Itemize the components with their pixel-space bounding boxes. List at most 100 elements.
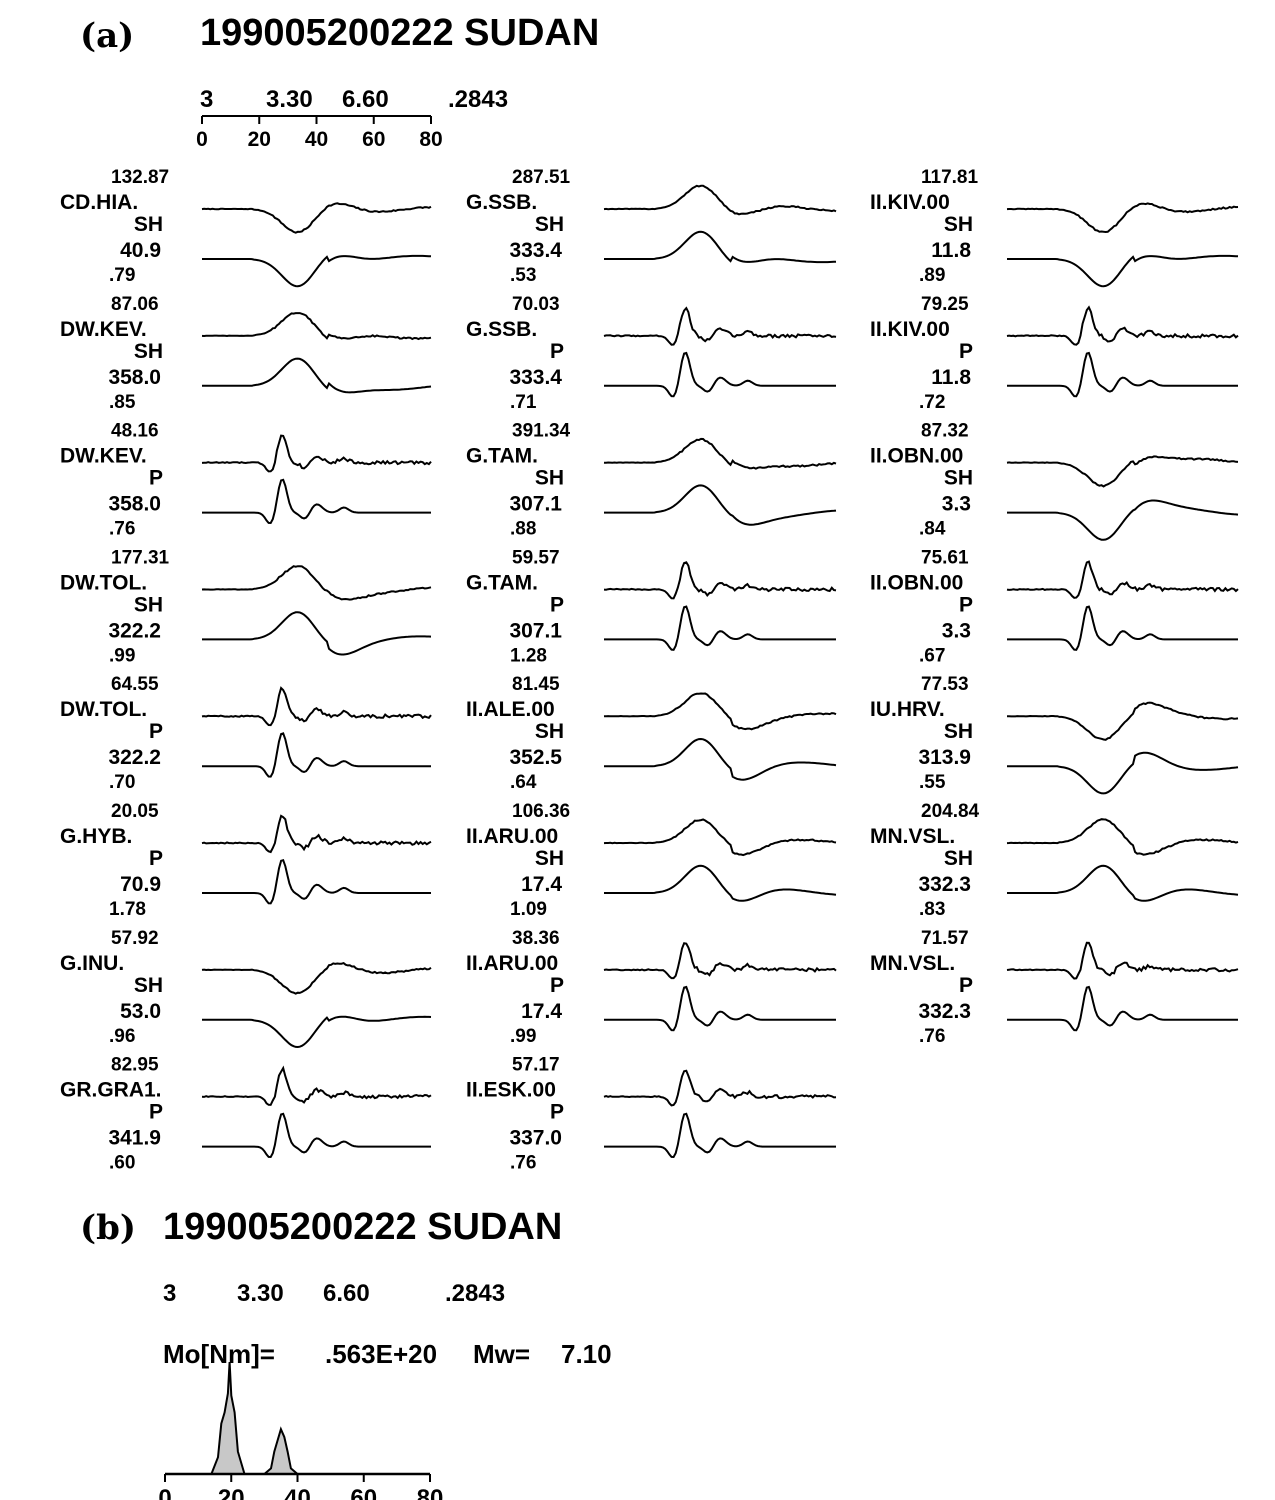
observed-waveform [1006,818,1239,856]
azimuth-label: 341.9 [108,1127,161,1150]
amplitude-label: 70.03 [512,294,560,315]
station-label: II.ARU.00 [466,825,558,848]
phase-label: SH [944,847,973,870]
azimuth-label: 70.9 [120,873,161,896]
stf-tick-label: 0 [158,1485,171,1500]
station-record: 59.57 G.TAM. P 307.1 1.28 [466,547,837,666]
phase-label: SH [535,467,564,490]
azimuth-label: 307.1 [509,619,562,642]
azimuth-label: 313.9 [918,746,971,769]
amplitude-label: 64.55 [111,674,159,695]
panel-a-label: (a) [80,16,135,56]
ratio-label: .83 [919,899,945,920]
synthetic-waveform [202,611,432,656]
observed-waveform [201,1065,432,1106]
phase-label: SH [535,847,564,870]
observed-waveform [1006,941,1239,980]
azimuth-label: 40.9 [120,239,161,262]
synthetic-waveform [1007,254,1239,288]
station-record: 79.25 II.KIV.00 P 11.8 .72 [870,294,1239,413]
synthetic-waveform [202,732,431,778]
amplitude-label: 20.05 [111,801,159,822]
ratio-label: .88 [510,519,536,540]
synthetic-waveform [202,858,431,905]
ratio-label: 1.78 [109,899,146,920]
time-scale-a: 0 20 40 60 80 [196,115,443,151]
ratio-label: .55 [919,772,946,793]
observed-waveform [1006,560,1239,599]
phase-label: P [149,847,163,870]
station-label: II.ALE.00 [466,698,555,721]
station-label: II.ARU.00 [466,952,558,975]
azimuth-label: 322.2 [108,746,161,769]
station-label: II.KIV.00 [870,191,950,214]
observed-waveform [1006,202,1239,234]
amplitude-label: 87.06 [111,294,159,315]
amplitude-label: 59.57 [512,547,560,568]
ratio-label: .99 [510,1026,536,1047]
stf-tick-label: 40 [284,1485,311,1500]
ratio-label: .71 [510,392,537,413]
observed-waveform [603,942,837,980]
synthetic-waveform [604,985,836,1032]
station-record: 77.53 IU.HRV.SH 313.9 .55 [870,674,1239,795]
amplitude-label: 75.61 [921,547,969,568]
azimuth-label: 307.1 [509,493,562,516]
amplitude-label: 38.36 [512,928,560,949]
observed-waveform [603,692,837,731]
station-label: MN.VSL. [870,952,955,975]
amplitude-label: 106.36 [512,801,570,822]
synthetic-waveform [1007,751,1239,795]
amplitude-label: 81.45 [512,674,560,695]
ratio-label: .79 [109,265,135,286]
phase-label: SH [535,720,564,743]
phase-label: SH [944,213,973,236]
phase-label: P [550,593,564,616]
station-label: DW.KEV. [60,445,147,468]
station-label: G.INU. [60,952,124,975]
azimuth-label: 11.8 [931,239,971,262]
phase-label: P [550,974,564,997]
param-3: 6.60 [342,86,389,113]
amplitude-label: 48.16 [111,421,159,442]
phase-label: P [550,340,564,363]
ratio-label: .85 [109,392,136,413]
panel-b-title: 199005200222 SUDAN [163,1206,563,1248]
synthetic-waveform [1007,499,1239,541]
phase-label: P [149,720,163,743]
ratio-label: .89 [919,265,945,286]
ratio-label: .84 [919,519,946,540]
ratio-label: .64 [510,772,537,793]
waveform-panel: 132.87CD.HIA.SH40.9.7987.06DW.KEV.SH358.… [60,167,1239,1174]
ratio-label: .99 [109,645,135,666]
station-record: 48.16 DW.KEV.P 358.0 .76 [60,421,432,540]
observed-waveform [201,961,432,995]
phase-label: SH [134,593,163,616]
moment-line: Mo[Nm]= .563E+20 Mw= 7.10 [163,1308,612,1401]
amplitude-label: 57.17 [512,1055,560,1076]
synthetic-waveform [604,1112,836,1159]
phase-label: P [149,1101,163,1124]
station-record: 287.51 G.SSB.SH 333.4 .53 [466,167,837,286]
amplitude-label: 87.32 [921,421,969,442]
station-record: 38.36 II.ARU.00P 17.4 .99 [466,928,837,1047]
azimuth-label: 17.4 [521,1000,562,1023]
station-label: DW.TOL. [60,571,147,594]
ratio-label: .76 [919,1026,945,1047]
ratio-label: .70 [109,772,135,793]
mo-value: .563E+20 [325,1339,438,1369]
panel-b-label: (b) [80,1208,136,1248]
panel-a-title: 199005200222 SUDAN [200,12,600,54]
ratio-label: .72 [919,392,945,413]
synthetic-waveform [202,254,432,288]
panel-b-params: 3 3.30 6.60 .2843 [163,1252,505,1336]
station-record: 64.55 DW.TOL.P 322.2 .70 [60,674,432,793]
station-record: 204.84 MN.VSL.SH 332.3 .83 [870,801,1239,920]
scale-tick-label: 60 [362,128,385,151]
amplitude-label: 177.31 [111,547,170,568]
azimuth-label: 17.4 [521,873,562,896]
